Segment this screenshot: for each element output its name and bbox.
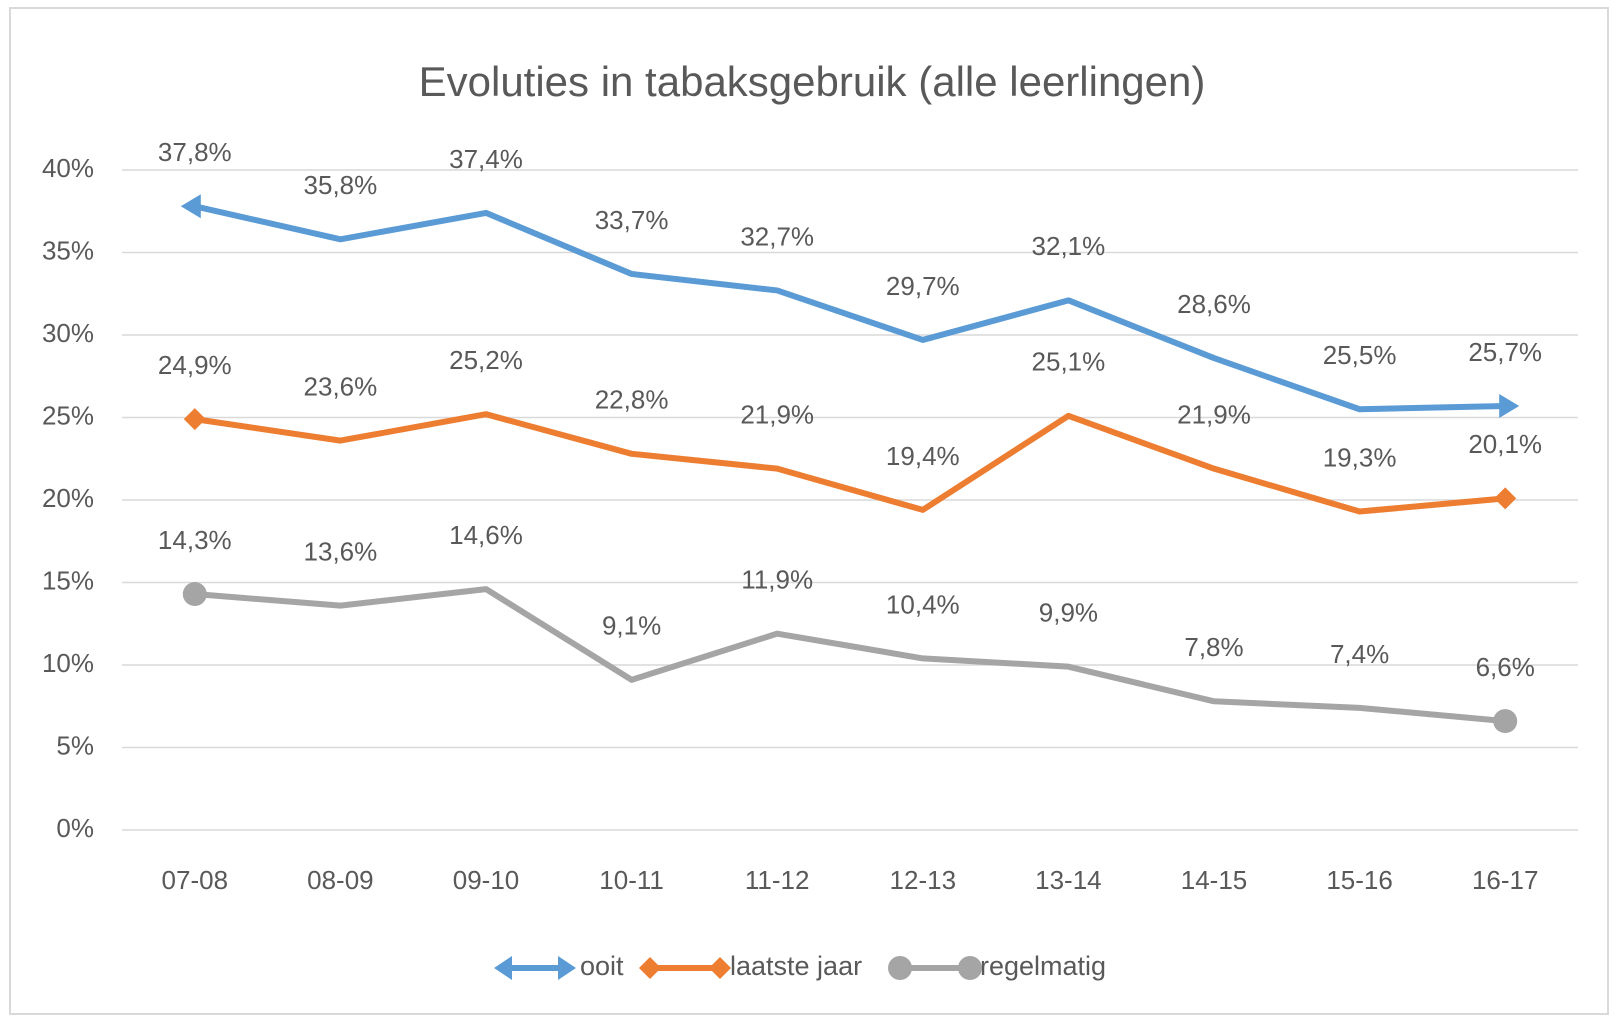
x-tick-label: 15-16 [1326, 865, 1393, 895]
data-label: 25,2% [449, 345, 523, 375]
data-label: 7,8% [1184, 632, 1243, 662]
legend-marker [888, 956, 912, 980]
circle-marker [1493, 709, 1518, 734]
x-tick-label: 16-17 [1472, 865, 1539, 895]
data-label: 9,9% [1039, 598, 1098, 628]
data-label: 25,1% [1032, 347, 1106, 377]
y-tick-label: 5% [56, 730, 94, 760]
data-label: 25,7% [1468, 337, 1542, 367]
x-tick-label: 08-09 [307, 865, 374, 895]
data-label: 22,8% [595, 385, 669, 415]
data-label: 21,9% [1177, 400, 1251, 430]
data-label: 28,6% [1177, 289, 1251, 319]
data-label: 10,4% [886, 589, 960, 619]
y-tick-label: 10% [42, 648, 94, 678]
x-tick-label: 07-08 [162, 865, 229, 895]
legend-marker [494, 956, 512, 980]
legend-label: ooit [580, 951, 624, 981]
x-tick-label: 11-12 [745, 865, 810, 895]
y-tick-label: 35% [42, 235, 94, 265]
data-label: 19,3% [1323, 442, 1397, 472]
data-label: 25,5% [1323, 340, 1397, 370]
data-label: 19,4% [886, 441, 960, 471]
data-label: 13,6% [304, 536, 378, 566]
x-tick-label: 12-13 [890, 865, 957, 895]
data-label: 14,3% [158, 525, 232, 555]
data-label: 29,7% [886, 271, 960, 301]
x-tick-label: 13-14 [1035, 865, 1102, 895]
chart-border [9, 7, 1609, 1015]
legend-marker [639, 957, 661, 979]
data-label: 6,6% [1476, 652, 1535, 682]
series-line [194, 586, 1506, 725]
y-tick-label: 40% [42, 153, 94, 183]
data-label: 32,7% [740, 221, 814, 251]
x-tick-label: 09-10 [453, 865, 520, 895]
data-label: 11,9% [741, 565, 813, 595]
y-tick-label: 0% [56, 813, 94, 843]
data-label: 23,6% [304, 371, 378, 401]
legend-marker [709, 957, 731, 979]
data-label: 35,8% [304, 170, 378, 200]
data-label: 37,8% [158, 137, 232, 167]
arrow-marker [1499, 393, 1520, 418]
legend-marker [558, 956, 576, 980]
legend-label: regelmatig [980, 951, 1106, 981]
chart-title: Evoluties in tabaksgebruik (alle leerlin… [419, 58, 1206, 105]
data-label: 24,9% [158, 350, 232, 380]
x-tick-label: 14-15 [1181, 865, 1248, 895]
y-tick-label: 20% [42, 483, 94, 513]
y-tick-label: 30% [42, 318, 94, 348]
y-tick-label: 15% [42, 565, 94, 595]
legend-label: laatste jaar [730, 951, 862, 981]
diamond-marker [1494, 487, 1517, 510]
x-tick-label: 10-11 [599, 865, 664, 895]
data-label: 20,1% [1468, 429, 1542, 459]
y-tick-label: 25% [42, 400, 94, 430]
data-label: 14,6% [449, 520, 523, 550]
legend-marker [958, 956, 982, 980]
arrow-marker [180, 194, 201, 219]
data-label: 32,1% [1032, 231, 1106, 261]
data-label: 9,1% [602, 611, 661, 641]
circle-marker [182, 582, 207, 607]
series-line [194, 203, 1506, 413]
series-line [194, 411, 1506, 515]
data-label: 7,4% [1330, 639, 1389, 669]
diamond-marker [183, 408, 206, 431]
data-label: 37,4% [449, 144, 523, 174]
data-label: 33,7% [595, 205, 669, 235]
data-label: 21,9% [740, 400, 814, 430]
